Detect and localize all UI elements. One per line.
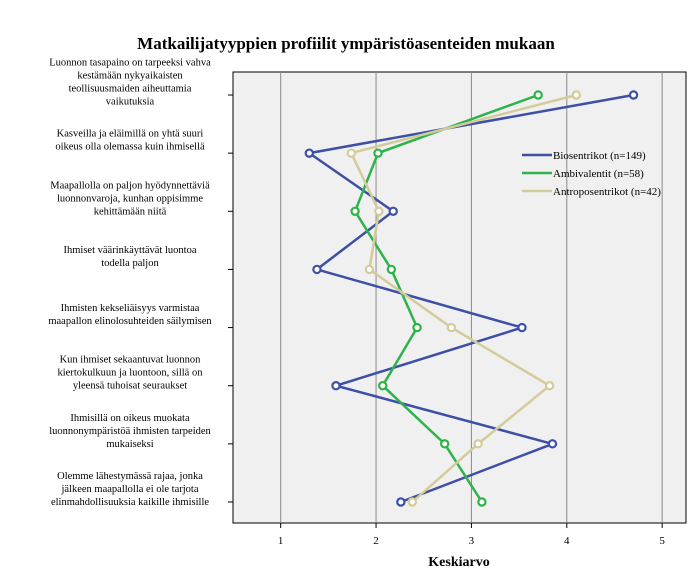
category-label: mukaiseksi xyxy=(106,439,153,450)
category-label: Maapallolla on paljon hyödynnettäviä xyxy=(50,180,210,191)
category-label: vaikutuksia xyxy=(106,97,155,108)
category-label: maapallon elinolosuhteiden säilymisen xyxy=(48,316,212,327)
data-point xyxy=(517,322,527,333)
category-label: luonnonympäristöä ihmisten tarpeiden xyxy=(49,426,211,437)
data-point xyxy=(628,90,639,100)
data-point xyxy=(446,322,457,333)
data-point xyxy=(346,148,356,158)
plot-area xyxy=(232,71,687,524)
category-label: kestämään nykyaikaisten xyxy=(77,71,183,82)
x-tick-label: 5 xyxy=(659,535,665,547)
data-point xyxy=(477,497,487,507)
category-label: Ihmiset väärinkäyttävät luontoa xyxy=(64,245,197,256)
category-label: luonnonvaroja, kunhan oppisimme xyxy=(57,193,203,204)
x-tick-label: 2 xyxy=(373,535,379,547)
category-label: yleensä tuhoisat seuraukset xyxy=(73,381,187,392)
category-label: teollisuusmaiden aiheuttamia xyxy=(69,84,192,95)
legend: Biosentrikot (n=149) Ambivalentit (n=58) A… xyxy=(522,150,661,198)
category-label: Kasveilla ja eläimillä on yhtä suuri xyxy=(57,129,204,140)
category-label: oikeus olla olemassa kuin ihmisellä xyxy=(55,142,205,153)
data-point xyxy=(378,381,388,391)
data-point xyxy=(407,497,417,507)
category-label: todella paljon xyxy=(101,258,159,269)
series-line xyxy=(350,93,577,503)
x-tick-label: 1 xyxy=(278,535,284,547)
data-point xyxy=(547,439,558,449)
category-label: jälkeen maapallolla ei ole tarjota xyxy=(60,484,198,495)
data-point xyxy=(386,264,397,275)
data-point xyxy=(571,90,582,100)
data-point xyxy=(388,206,398,216)
series-lines xyxy=(308,93,634,504)
category-label: Luonnon tasapaino on tarpeeksi vahva xyxy=(49,58,211,69)
data-point xyxy=(533,90,543,100)
category-label: Ihmisillä on oikeus muokata xyxy=(70,413,190,424)
data-point xyxy=(350,206,360,216)
data-point xyxy=(364,264,375,275)
data-point xyxy=(440,439,450,449)
chart-title: Matkailijatyyppien profiilit ympäristöas… xyxy=(137,34,555,53)
category-label: Ihmisten kekseliäisyys varmistaa xyxy=(61,303,200,314)
data-point xyxy=(304,148,314,158)
category-label: kiertokulkuun ja luontoon, sillä on xyxy=(58,368,204,379)
category-label: Kun ihmiset sekaantuvat luonnon xyxy=(60,355,202,366)
x-axis-label: Keskiarvo xyxy=(428,555,489,570)
data-point xyxy=(473,439,483,449)
data-point xyxy=(396,497,406,507)
data-point xyxy=(373,148,383,158)
legend-label: Ambivalentit (n=58) xyxy=(553,168,644,180)
category-label: elinmahdollisuuksia kaikille ihmisille xyxy=(51,497,209,508)
x-axis-ticks: 1 2 3 4 5 xyxy=(278,523,665,547)
data-point xyxy=(412,322,422,333)
category-label: kehittämään niitä xyxy=(94,206,167,217)
data-point xyxy=(374,206,384,216)
data-point xyxy=(312,264,322,275)
legend-label: Biosentrikot (n=149) xyxy=(553,150,646,162)
x-tick-label: 4 xyxy=(564,535,570,547)
category-label: Olemme lähestymässä rajaa, jonka xyxy=(57,471,203,482)
series-line xyxy=(308,93,634,504)
data-point xyxy=(331,381,341,391)
legend-label: Antroposentrikot (n=42) xyxy=(553,186,661,198)
data-point xyxy=(544,381,555,391)
series-points xyxy=(304,90,639,507)
x-tick-label: 3 xyxy=(469,535,475,547)
series-line xyxy=(353,93,539,503)
category-labels: Luonnon tasapaino on tarpeeksi vahva kest… xyxy=(48,58,233,508)
